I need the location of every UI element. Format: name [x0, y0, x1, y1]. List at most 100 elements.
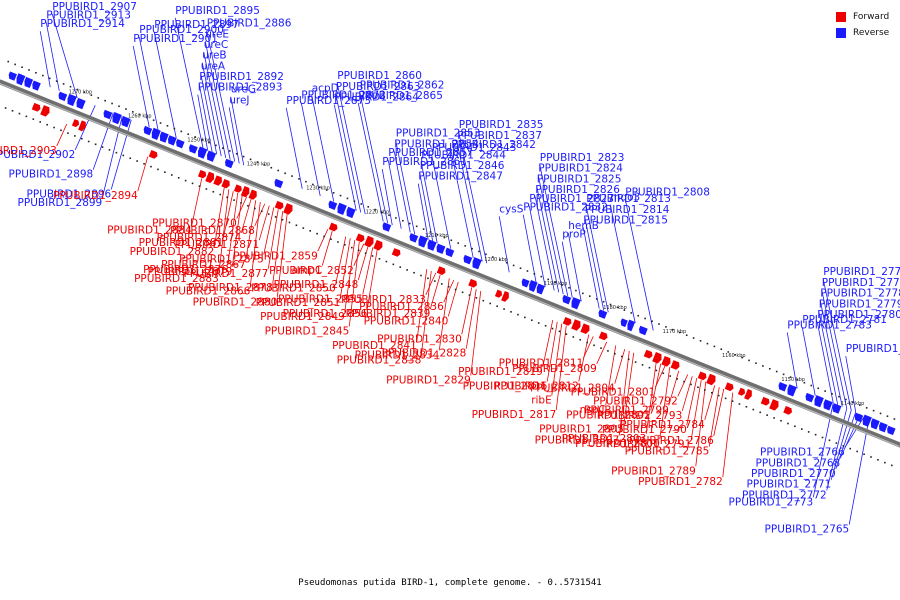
- forward-gene-label: PPUBIRD1_2790: [602, 424, 687, 436]
- ruler-dot: [242, 155, 245, 158]
- ruler-dot: [429, 231, 432, 233]
- forward-gene: [148, 150, 158, 159]
- ruler-dot: [325, 189, 328, 191]
- reverse-gene-arrow: [521, 278, 530, 288]
- leader-line: [461, 287, 473, 335]
- ruler-dot: [69, 85, 72, 88]
- ruler-dot: [440, 283, 443, 285]
- reverse-gene: [337, 202, 347, 215]
- ruler-dot: [568, 286, 570, 289]
- forward-gene-label: PPUBIRD1_2801: [571, 386, 656, 398]
- leader-line: [45, 22, 60, 91]
- reverse-gene-arrow: [189, 144, 198, 154]
- leader-line: [470, 290, 482, 376]
- ruler-dot: [240, 202, 242, 204]
- ruler-dot: [454, 288, 457, 291]
- leader-line: [138, 37, 159, 131]
- forward-gene: [391, 248, 401, 257]
- leader-line: [584, 216, 605, 311]
- leader-line: [204, 41, 231, 160]
- reverse-gene: [639, 325, 648, 336]
- leader-line: [835, 411, 857, 470]
- forward-gene-arrow: [391, 248, 401, 257]
- leader-line: [536, 186, 560, 293]
- reverse-gene-label: PPUBIRD1_2847: [418, 171, 503, 183]
- forward-gene-label: PPUBIRD1_2903: [0, 145, 57, 157]
- backbone-highlight: [0, 82, 900, 447]
- forward-gene: [769, 399, 779, 411]
- forward-gene-arrow: [598, 331, 608, 341]
- leader-line: [650, 363, 662, 411]
- forward-gene: [205, 171, 215, 184]
- leader-line: [438, 278, 450, 351]
- forward-gene-label: PPUBIRD1_2805: [539, 424, 624, 436]
- leader-line: [645, 361, 657, 434]
- reverse-gene: [814, 395, 824, 408]
- ruler-dot: [644, 317, 646, 320]
- leader-line: [393, 151, 411, 233]
- forward-gene-label: PPUBIRD1_2882: [130, 246, 215, 258]
- reverse-gene: [521, 278, 530, 288]
- ruler-dot: [427, 277, 429, 280]
- forward-gene-label: PPUBIRD1_2834: [355, 349, 440, 361]
- forward-gene-arrow: [364, 235, 374, 248]
- reverse-gene-label: PPUBIRD1_2835: [459, 119, 544, 131]
- reverse-gene-arrow: [778, 381, 788, 392]
- leader-line: [546, 321, 558, 382]
- ruler-dot: [710, 392, 713, 394]
- reverse-gene: [151, 127, 161, 140]
- reverse-gene-label: PPUBIRD1_2779: [819, 298, 900, 310]
- forward-gene-label: ampC: [292, 265, 323, 277]
- ruler-dot: [496, 305, 498, 308]
- ruler-dot: [697, 386, 699, 389]
- ruler-dot: [434, 280, 436, 282]
- forward-gene-arrow: [724, 382, 734, 392]
- ruler-dot: [233, 199, 235, 201]
- forward-gene: [274, 200, 284, 210]
- reverse-gene-arrow: [198, 146, 208, 159]
- reverse-gene: [328, 200, 338, 210]
- leader-line: [339, 238, 351, 298]
- leader-line: [231, 194, 243, 267]
- leader-line: [690, 379, 702, 440]
- ruler-dot: [90, 94, 93, 96]
- ruler-dot: [544, 324, 547, 327]
- forward-gene-label: PPUBIRD1_2830: [377, 333, 462, 345]
- ruler-dot: [80, 137, 83, 140]
- ruler-dot: [346, 197, 349, 200]
- forward-gene-label: PPUBIRD1_2878: [188, 282, 273, 294]
- ruler-dot: [101, 146, 104, 148]
- ruler-dot: [886, 415, 889, 418]
- reverse-gene-label: mqo3: [610, 192, 640, 204]
- leader-line: [218, 189, 230, 274]
- legend-reverse: Reverse: [836, 25, 889, 41]
- ruler-dot: [374, 208, 376, 211]
- kbp-tick-label: 1190 kbp: [544, 281, 568, 287]
- ruler-dot: [547, 278, 550, 281]
- ruler-dot: [35, 71, 37, 74]
- leader-line: [686, 378, 698, 426]
- reverse-gene-label: PPUBIRD1_2832: [523, 202, 608, 214]
- ruler-dot: [288, 221, 291, 224]
- reverse-gene: [436, 243, 446, 254]
- ruler-dot: [385, 260, 388, 263]
- ruler-dot: [865, 407, 868, 409]
- reverse-gene-label: PPUBIRD1_2893: [198, 82, 283, 94]
- leader-line: [56, 123, 68, 147]
- leader-line: [357, 102, 384, 222]
- forward-gene-label: PPUBIRD1_2848: [274, 279, 359, 291]
- forward-gene-label: PPUBIRD1_2804: [530, 383, 615, 395]
- forward-gene-arrow: [661, 356, 671, 367]
- forward-gene-arrow: [562, 317, 572, 326]
- ruler-dot: [780, 419, 782, 422]
- reverse-gene-label: ureA: [201, 60, 226, 72]
- ruler-dot: [164, 171, 166, 174]
- ruler-dot: [461, 291, 464, 294]
- ruler-dot: [74, 135, 76, 137]
- ruler-dot: [489, 302, 492, 305]
- leader-line: [230, 96, 245, 166]
- leader-line: [844, 415, 866, 448]
- reverse-gene-arrow: [436, 243, 446, 254]
- kbp-tick-label: 1170 kbp: [663, 329, 687, 335]
- reverse-gene-arrow: [346, 206, 356, 219]
